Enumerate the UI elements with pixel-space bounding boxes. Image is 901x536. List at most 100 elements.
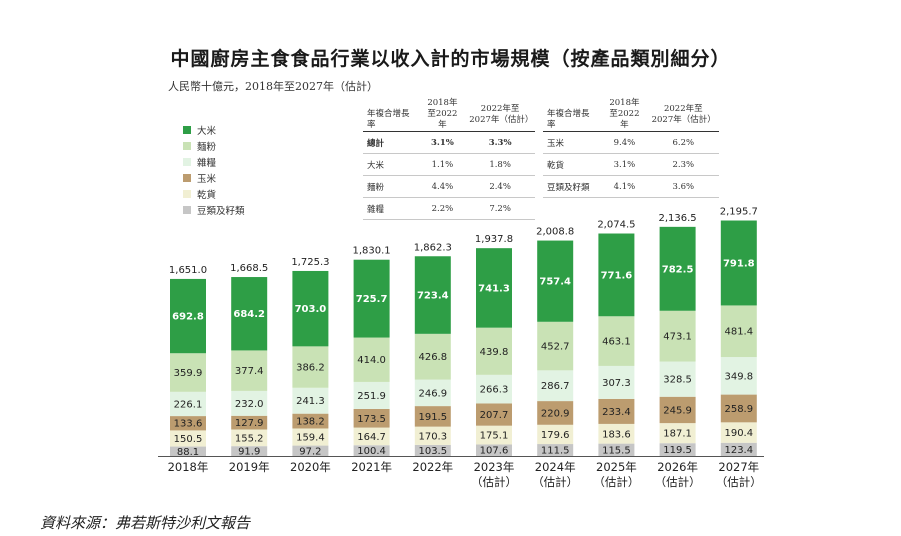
bar-segment <box>414 406 451 427</box>
bar-segment <box>170 391 206 417</box>
legend-item: 玉米 <box>183 170 245 186</box>
bar-value-label: 103.5 <box>418 446 447 457</box>
bar-value-label: 226.1 <box>174 399 203 410</box>
legend-swatch <box>183 206 191 214</box>
bar-segment <box>292 428 329 446</box>
cagr-cell: 1.1% <box>419 153 466 176</box>
cagr-header-cell: 2022年至 2027年（估計） <box>647 98 719 132</box>
cagr-cell: 3.1% <box>601 153 648 176</box>
cagr-cell: 麵粉 <box>363 175 420 198</box>
bar-value-label: 266.3 <box>480 385 509 396</box>
bar-total-label: 1,651.0 <box>169 265 207 276</box>
legend-label: 玉米 <box>197 174 217 185</box>
legend-swatch <box>183 158 191 166</box>
bar-segment <box>476 327 512 375</box>
bar-segment <box>476 374 512 404</box>
bar-value-label: 684.2 <box>233 309 265 320</box>
cagr-row: 麵粉 4.4% 2.4% <box>363 175 535 198</box>
bar-value-label: 723.4 <box>417 291 449 302</box>
bar-value-label: 307.3 <box>602 378 631 389</box>
bar-segment <box>353 381 390 409</box>
bar-segment <box>720 394 757 423</box>
bar-total-label: 1,830.1 <box>353 246 391 257</box>
bar-segment <box>537 424 574 445</box>
bar-segment <box>231 350 268 391</box>
legend-label: 雜糧 <box>197 158 217 169</box>
cagr-header-cell: 2018年 至2022年 <box>419 98 466 132</box>
x-tick-label: 2025年 <box>596 460 637 474</box>
cagr-row: 玉米 9.4% 6.2% <box>543 131 719 154</box>
legend-item: 乾貨 <box>183 186 245 202</box>
cagr-table-left: 年複合增長率 2018年 至2022年 2022年至 2027年（估計） 總計 3.1% 3.… <box>363 98 535 220</box>
bar-value-label: 791.8 <box>723 258 755 269</box>
cagr-cell: 1.8% <box>465 153 535 176</box>
bar-value-label: 187.1 <box>663 429 692 440</box>
x-tick-note: （估計） <box>593 475 639 489</box>
bar-value-label: 386.2 <box>296 363 325 374</box>
bar-segment <box>537 240 574 322</box>
bar-segment <box>414 379 451 407</box>
bar-segment <box>353 337 390 382</box>
chart-title: 中國廚房主食食品行業以收入計的市場規模（按產品類別細分） <box>170 48 731 70</box>
bar-segment <box>659 226 696 311</box>
bar-value-label: 150.5 <box>174 434 203 445</box>
bar-segment <box>353 408 390 428</box>
bar-value-label: 414.0 <box>357 355 386 366</box>
cagr-cell: 豆類及籽類 <box>543 175 602 198</box>
bar-segment <box>170 416 206 431</box>
bar-value-label: 481.4 <box>724 327 753 338</box>
bar-total-label: 2,136.5 <box>659 213 697 224</box>
legend: 大米 麵粉 雜糧 玉米 乾貨 豆類及籽類 <box>183 122 245 218</box>
bar-value-label: 349.8 <box>724 371 753 382</box>
bar-segment <box>720 442 757 456</box>
bar-segment <box>598 398 635 424</box>
x-tick-label: 2023年 <box>474 460 515 474</box>
cagr-row: 大米 1.1% 1.8% <box>363 153 535 176</box>
bar-segment <box>414 333 451 380</box>
cagr-cell: 大米 <box>363 153 420 176</box>
cagr-header-cell: 年複合增長率 <box>363 98 420 132</box>
bar-value-label: 452.7 <box>541 342 570 353</box>
bar-value-label: 328.5 <box>663 375 692 386</box>
bar-value-label: 245.9 <box>663 405 692 416</box>
legend-label: 大米 <box>197 126 217 137</box>
legend-item: 麵粉 <box>183 138 245 154</box>
bar-value-label: 757.4 <box>539 277 571 288</box>
cagr-cell: 3.1% <box>419 131 466 154</box>
bar-segment <box>537 401 574 425</box>
cagr-cell: 6.2% <box>647 131 719 154</box>
bar-segment <box>170 353 206 392</box>
bar-segment <box>353 445 390 456</box>
bar-segment <box>292 445 329 456</box>
bar-value-label: 155.2 <box>235 433 264 444</box>
cagr-cell: 2.2% <box>419 197 466 220</box>
bar-value-label: 286.7 <box>541 381 570 392</box>
bar-value-label: 241.3 <box>296 396 325 407</box>
x-tick-label: 2020年 <box>290 460 331 474</box>
bar-value-label: 426.8 <box>418 352 447 363</box>
bar-segment <box>353 259 390 338</box>
bar-value-label: 703.0 <box>295 304 327 315</box>
legend-item: 雜糧 <box>183 154 245 170</box>
bar-segment <box>414 426 451 445</box>
chart-subtitle: 人民幣十億元，2018年至2027年（估計） <box>168 80 378 93</box>
cagr-cell: 3.6% <box>647 175 719 198</box>
cagr-cell: 9.4% <box>601 131 648 154</box>
x-tick-label: 2018年 <box>168 460 209 474</box>
bar-segment <box>414 444 451 456</box>
legend-swatch <box>183 142 191 150</box>
bar-value-label: 173.5 <box>357 414 386 425</box>
x-tick-label: 2026年 <box>657 460 698 474</box>
cagr-row: 總計 3.1% 3.3% <box>363 131 535 154</box>
bar-value-label: 207.7 <box>480 410 509 421</box>
bar-segment <box>292 270 329 347</box>
bar-segment <box>476 248 512 328</box>
bar-segment <box>353 427 390 446</box>
x-tick-label: 2024年 <box>535 460 576 474</box>
bar-segment <box>598 233 635 317</box>
bar-segment <box>170 278 206 354</box>
bar-total-label: 1,725.3 <box>291 257 329 268</box>
cagr-row: 乾貨 3.1% 2.3% <box>543 153 719 176</box>
bar-value-label: 100.4 <box>357 446 386 457</box>
